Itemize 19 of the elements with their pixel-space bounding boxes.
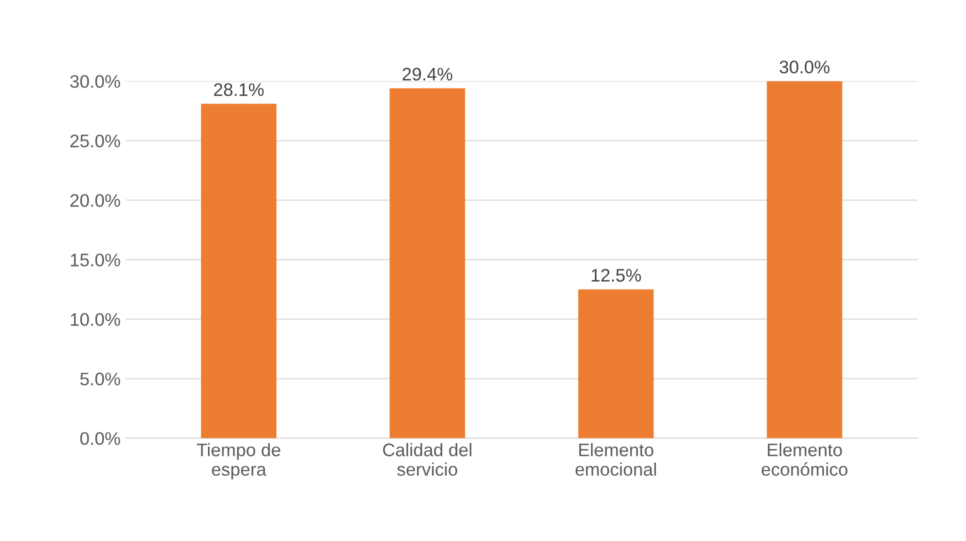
y-tick-label: 0.0%: [80, 432, 120, 445]
y-tick-label: 10.0%: [70, 313, 120, 326]
bar: [578, 289, 654, 438]
y-tick-label: 5.0%: [80, 372, 120, 386]
bar: [766, 81, 842, 438]
bar: [201, 104, 276, 438]
data-label: 30.0%: [780, 60, 830, 74]
data-label: 12.5%: [592, 268, 641, 282]
y-tick-label: 20.0%: [70, 194, 120, 207]
x-tick-label: Calidad del servicio: [383, 443, 472, 476]
x-tick-label: Elemento económico: [762, 443, 848, 476]
bar: [390, 88, 466, 438]
x-tick-label: Tiempo de espera: [196, 443, 280, 480]
x-tick-label: Elemento emocional: [576, 443, 656, 476]
y-tick-label: 25.0%: [70, 134, 120, 148]
y-tick-label: 30.0%: [70, 75, 120, 88]
data-label: 29.4%: [402, 68, 452, 81]
y-tick-label: 15.0%: [70, 254, 120, 266]
data-label: 28.1%: [214, 83, 264, 96]
